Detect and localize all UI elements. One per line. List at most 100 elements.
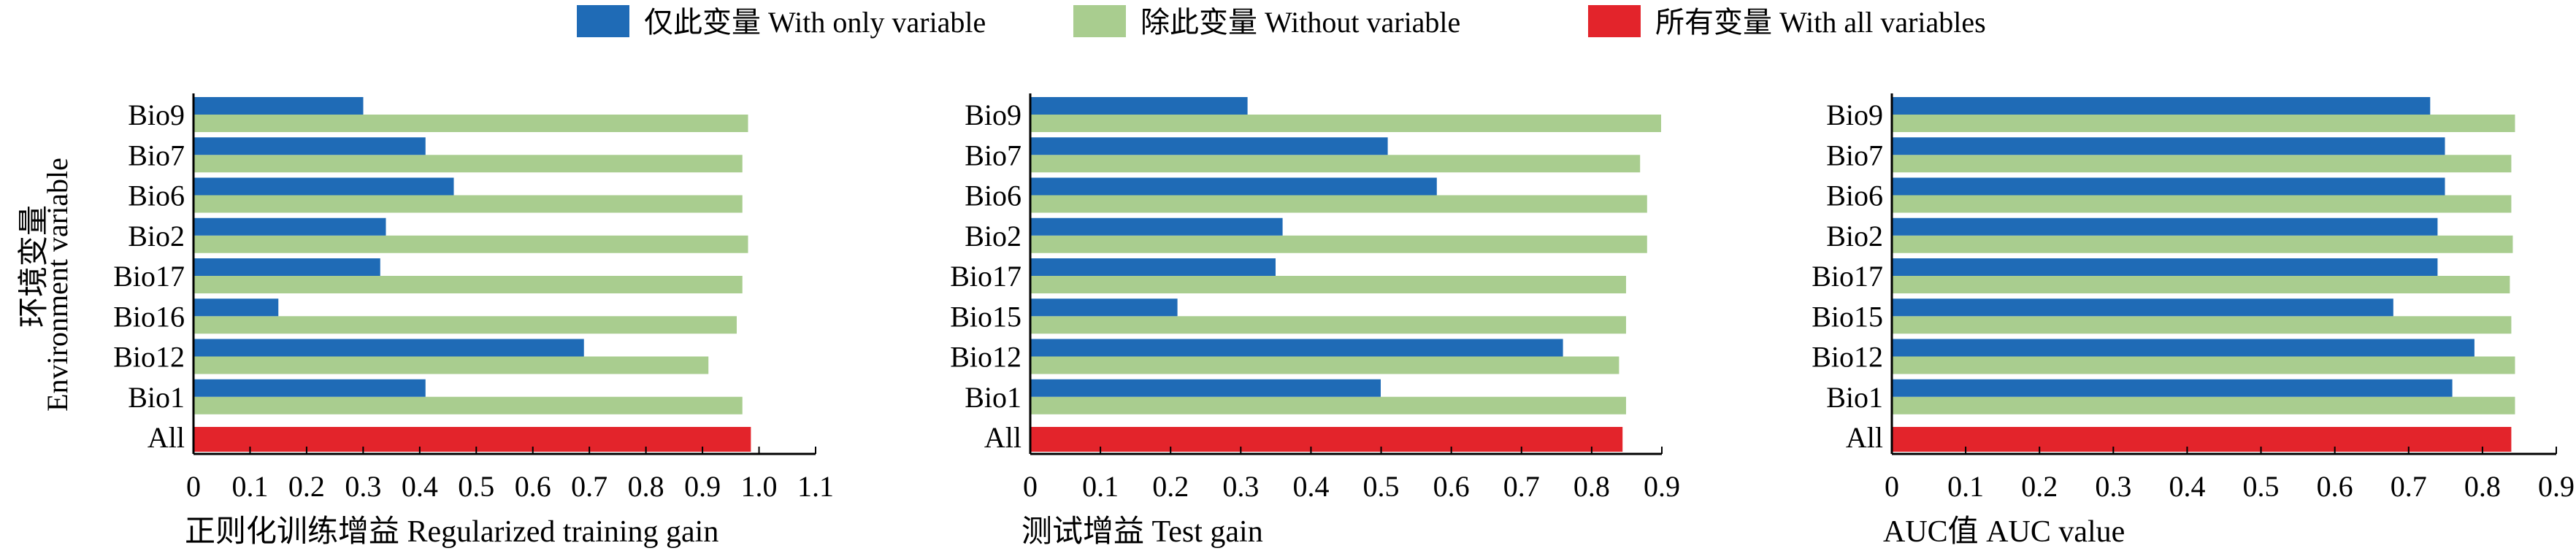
x-tick-label-1: 0.1 — [231, 470, 268, 503]
x-tick-label-2: 0.2 — [2021, 470, 2058, 503]
category-label-bio7: Bio7 — [965, 139, 1021, 171]
bar-only-bio2 — [1892, 217, 2438, 236]
bar-only-bio1 — [1892, 379, 2453, 397]
x-tick-label-7: 0.7 — [2391, 470, 2427, 503]
bar-all-variables — [1892, 427, 2512, 452]
x-tick-label-6: 0.6 — [515, 470, 551, 503]
bar-without-bio17 — [1892, 276, 2510, 293]
category-label-bio7: Bio7 — [1826, 139, 1883, 171]
legend-swatch-2 — [1073, 5, 1126, 37]
category-label-bio6: Bio6 — [965, 180, 1021, 212]
category-label-bio2: Bio2 — [128, 220, 185, 252]
bar-only-bio17 — [1892, 258, 2438, 276]
x-tick-label-8: 0.8 — [2464, 470, 2501, 503]
x-tick-label-6: 0.6 — [1433, 470, 1470, 503]
category-label-bio17: Bio17 — [1812, 260, 1883, 293]
bar-only-bio7 — [193, 137, 426, 155]
category-label-bio7: Bio7 — [128, 139, 185, 171]
x-tick-label-4: 0.4 — [402, 470, 438, 503]
x-tick-label-5: 0.5 — [458, 470, 494, 503]
bar-without-bio12 — [1030, 356, 1619, 374]
bar-without-bio6 — [1030, 195, 1647, 213]
bar-only-bio6 — [193, 177, 454, 196]
bar-without-bio12 — [193, 356, 709, 374]
legend-swatch-3 — [1588, 5, 1641, 37]
x-tick-label-4: 0.4 — [1292, 470, 1329, 503]
legend: 仅此变量 With only variable 除此变量 Without vari… — [577, 5, 1986, 39]
bar-without-bio17 — [1030, 276, 1626, 293]
x-tick-label-10: 1.0 — [741, 470, 778, 503]
bar-without-bio9 — [1892, 115, 2515, 132]
category-label-bio1: Bio1 — [128, 381, 185, 414]
category-label-bio12: Bio12 — [1812, 341, 1883, 374]
category-label-bio15: Bio15 — [950, 300, 1021, 333]
bar-without-bio2 — [1892, 235, 2513, 253]
x-tick-label-11: 1.1 — [797, 470, 834, 503]
x-tick-label-5: 0.5 — [1363, 470, 1400, 503]
bar-only-bio15 — [1892, 298, 2393, 317]
bar-only-bio15 — [1030, 298, 1178, 317]
category-label-bio16: Bio16 — [113, 300, 185, 333]
x-tick-label-3: 0.3 — [345, 470, 381, 503]
x-tick-label-1: 0.1 — [1947, 470, 1984, 503]
bar-only-bio12 — [193, 339, 584, 357]
bar-without-bio2 — [193, 235, 748, 253]
x-tick-label-3: 0.3 — [1222, 470, 1259, 503]
category-label-all: All — [147, 421, 185, 454]
bar-only-bio17 — [1030, 258, 1276, 276]
category-label-bio1: Bio1 — [965, 381, 1021, 414]
x-tick-label-0: 0 — [1023, 470, 1038, 503]
bar-only-bio7 — [1892, 137, 2445, 155]
bar-only-bio6 — [1030, 177, 1437, 196]
x-axis-label: AUC值 AUC value — [1883, 515, 2125, 549]
x-axis-label: 正则化训练增益 Regularized training gain — [185, 514, 718, 549]
legend-label-2: 除此变量 Without variable — [1141, 6, 1460, 39]
category-label-bio17: Bio17 — [950, 260, 1021, 293]
category-label-bio12: Bio12 — [113, 341, 185, 374]
category-label-bio9: Bio9 — [965, 99, 1021, 131]
category-label-bio15: Bio15 — [1812, 300, 1883, 333]
x-tick-label-9: 0.9 — [2538, 470, 2575, 503]
bar-without-bio9 — [1030, 115, 1661, 132]
bar-only-bio2 — [193, 217, 386, 236]
bar-only-bio1 — [193, 379, 426, 397]
bar-only-bio17 — [193, 258, 380, 276]
bar-without-bio15 — [1030, 316, 1626, 334]
x-tick-label-2: 0.2 — [288, 470, 325, 503]
x-tick-label-0: 0 — [1885, 470, 1899, 503]
y-axis-label-en: Environment variable — [41, 158, 74, 412]
x-tick-label-4: 0.4 — [2169, 470, 2205, 503]
x-tick-label-8: 0.8 — [1573, 470, 1610, 503]
category-label-bio9: Bio9 — [1826, 99, 1883, 131]
category-label-bio2: Bio2 — [965, 220, 1021, 252]
bar-only-bio1 — [1030, 379, 1381, 397]
bar-without-bio12 — [1892, 356, 2515, 374]
bar-without-bio16 — [193, 316, 737, 334]
bar-without-bio1 — [1030, 396, 1626, 415]
bar-without-bio6 — [1892, 195, 2512, 213]
bar-without-bio17 — [193, 276, 743, 293]
bar-only-bio12 — [1030, 339, 1563, 357]
x-tick-label-7: 0.7 — [1503, 470, 1540, 503]
x-axis-label: 测试增益 Test gain — [1021, 515, 1263, 549]
category-label-bio12: Bio12 — [950, 341, 1021, 374]
bar-all-variables — [193, 427, 751, 452]
category-label-all: All — [984, 421, 1021, 454]
y-axis-label-cn: 环境变量 — [17, 205, 51, 328]
category-label-bio2: Bio2 — [1826, 220, 1883, 252]
legend-label-3: 所有变量 With all variables — [1655, 6, 1986, 39]
bar-without-bio9 — [193, 115, 748, 132]
bar-without-bio1 — [1892, 396, 2515, 415]
category-label-bio6: Bio6 — [128, 180, 185, 212]
x-tick-label-0: 0 — [186, 470, 201, 503]
bar-without-bio15 — [1892, 316, 2512, 334]
bar-without-bio2 — [1030, 235, 1647, 253]
bar-only-bio9 — [1892, 97, 2431, 115]
bar-without-bio7 — [193, 155, 743, 173]
category-label-all: All — [1846, 421, 1883, 454]
bar-without-bio6 — [193, 195, 743, 213]
